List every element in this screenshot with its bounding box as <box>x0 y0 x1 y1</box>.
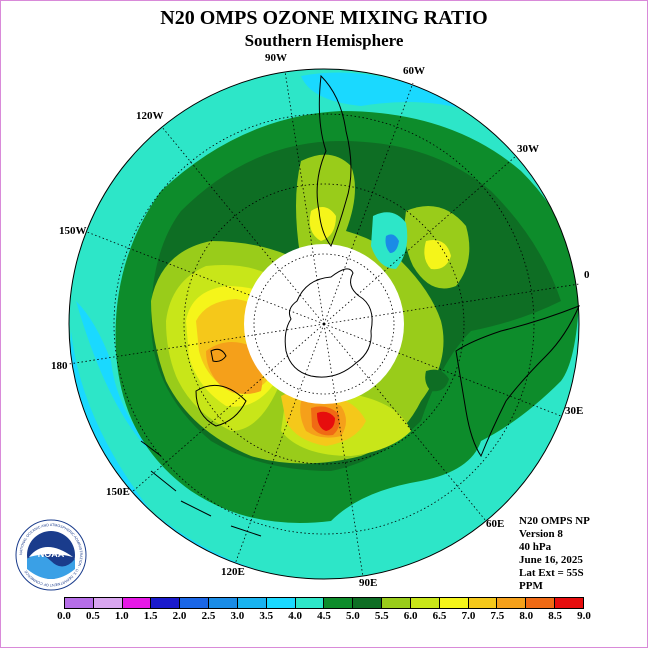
new-zealand-outline <box>210 348 227 362</box>
noaa-logo-text: NOAA <box>38 549 65 559</box>
colorbar-cell <box>439 598 469 608</box>
antarctica-outline <box>284 268 373 378</box>
latitude-grid <box>113 113 535 535</box>
colorbar-cell <box>65 598 94 608</box>
colorbar-cell <box>382 598 411 608</box>
contour-8-5-hotspot <box>317 411 335 431</box>
africa-outline <box>455 305 580 458</box>
colorbar-cell <box>497 598 527 608</box>
info-block: N20 OMPS NP Version 8 40 hPa June 16, 20… <box>519 515 590 593</box>
colorbar-tick-label: 7.0 <box>461 610 476 622</box>
info-version: Version 8 <box>519 528 563 540</box>
lon-label-0: 0 <box>584 269 590 281</box>
info-date: June 16, 2025 <box>519 554 583 566</box>
lon-label-150e: 150E <box>106 486 130 498</box>
colorbar-ticks: 0.0 0.5 1.0 1.5 2.0 2.5 3.0 3.5 4.0 4.5 5.0 5.5 6.0 6… <box>57 610 591 624</box>
contour-3-5-west <box>76 301 161 461</box>
lon-label-90e: 90E <box>359 577 378 589</box>
south-america-outline <box>316 74 352 248</box>
lon-label-120w: 120W <box>136 110 164 122</box>
lon-label-150w: 150W <box>59 225 87 237</box>
colorbar-tick-label: 2.5 <box>201 610 216 622</box>
info-units: PPM <box>519 580 543 592</box>
contour-6-5-north <box>309 207 336 241</box>
info-pressure: 40 hPa <box>519 541 552 553</box>
colorbar-tick-label: 1.5 <box>143 610 158 622</box>
indonesia-outline <box>140 440 262 537</box>
lon-label-120e: 120E <box>221 566 245 578</box>
colorbar-cell <box>295 598 325 608</box>
colorbar-cell <box>151 598 181 608</box>
page-title: N20 OMPS OZONE MIXING RATIO <box>160 7 488 29</box>
page-subtitle: Southern Hemisphere <box>244 31 404 50</box>
colorbar-cell <box>526 598 556 608</box>
lon-label-30w: 30W <box>517 143 539 155</box>
colorbar-tick-label: 6.5 <box>432 610 447 622</box>
lon-label-60w: 60W <box>403 65 425 77</box>
colorbar-tick-label: 1.0 <box>114 610 129 622</box>
contour-3-5-top <box>301 72 471 111</box>
colorbar-tick-label: 6.0 <box>403 610 418 622</box>
colorbar-cell <box>93 598 123 608</box>
contour-2-5-hole <box>385 234 399 253</box>
lon-label-60e: 60E <box>486 518 505 530</box>
colorbar-cell <box>324 598 354 608</box>
lon-label-90w: 90W <box>265 52 287 64</box>
colorbar-tick-label: 3.5 <box>259 610 274 622</box>
colorbar-tick-label: 0.0 <box>57 610 71 622</box>
colorbar-cell <box>468 598 498 608</box>
lon-label-180: 180 <box>51 360 68 372</box>
lon-label-30e: 30E <box>565 405 584 417</box>
noaa-logo: NOAA NATIONAL OCEANIC AND ATMOSPHERIC AD… <box>15 519 87 591</box>
colorbar-cell <box>410 598 440 608</box>
australia-outline <box>195 384 247 427</box>
contour-6-5-patch <box>424 240 451 270</box>
colorbar-cell <box>122 598 152 608</box>
colorbar-tick-label: 7.5 <box>490 610 505 622</box>
colorbar-tick-label: 3.0 <box>230 610 245 622</box>
colorbar-cell <box>209 598 238 608</box>
longitude-grid <box>68 70 580 578</box>
colorbar-tick-label: 8.5 <box>548 610 562 622</box>
colorbar-tick-label: 0.5 <box>86 610 100 622</box>
colorbar-tick-label: 4.5 <box>317 610 331 622</box>
colorbar-cell <box>266 598 296 608</box>
colorbar-tick-label: 5.0 <box>346 610 360 622</box>
colorbar-cell <box>555 598 583 608</box>
colorbar-tick-label: 5.5 <box>374 610 389 622</box>
colorbar-tick-label: 9.0 <box>577 610 591 622</box>
colorbar-cell <box>237 598 267 608</box>
contour-5-0-hole <box>425 369 449 392</box>
colorbar-tick-label: 8.0 <box>519 610 534 622</box>
map-boundary <box>68 68 580 580</box>
colorbar <box>64 597 584 609</box>
colorbar-tick-label: 4.0 <box>288 610 302 622</box>
info-satellite: N20 OMPS NP <box>519 515 590 527</box>
contour-7-5 <box>206 342 263 395</box>
colorbar-cell <box>353 598 383 608</box>
colorbar-tick-label: 2.0 <box>172 610 187 622</box>
info-lat-extent: Lat Ext = 55S <box>519 567 584 579</box>
colorbar-cell <box>180 598 210 608</box>
